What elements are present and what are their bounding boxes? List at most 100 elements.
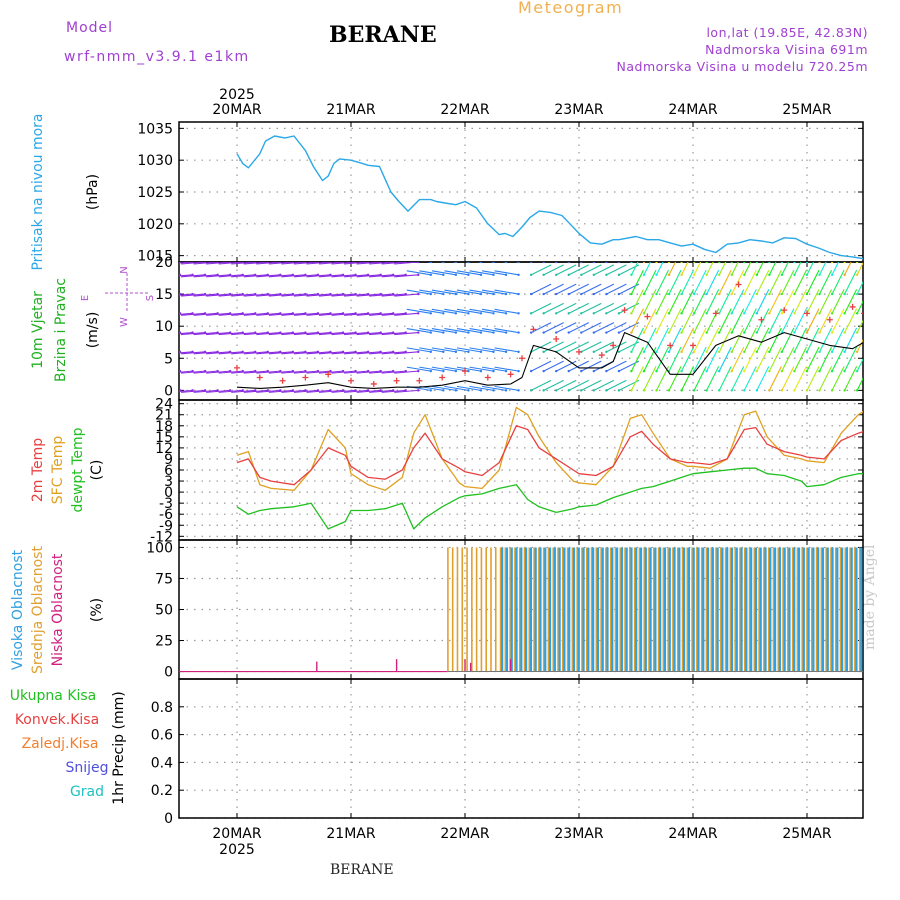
wind-arrow [743, 346, 757, 372]
panel-pressure: 1015 1020 1025 1030 1035 [137, 121, 864, 265]
gust-marker [393, 377, 400, 384]
wind-arrow [568, 322, 589, 334]
wind-arrow-head [743, 262, 746, 264]
wind-arrow [318, 351, 344, 355]
gust-marker [826, 316, 833, 323]
wind-arrow [781, 327, 795, 353]
wind-arrow [256, 389, 281, 393]
wind-arrow [381, 332, 406, 336]
wind-arrow-head [755, 369, 759, 373]
wind-arrow [293, 293, 318, 297]
gust-marker [644, 313, 651, 320]
wind-arrow [681, 269, 695, 295]
wind-arrow-head [818, 262, 821, 264]
wind-arrow-head [692, 292, 696, 296]
y-tick-label: 5 [164, 351, 173, 367]
y-tick-label: 0 [164, 811, 173, 827]
compass-rose-icon: N W E S [80, 266, 156, 327]
wind-arrow-head [442, 369, 445, 373]
wind-arrow-head [780, 292, 784, 296]
wind-arrow [643, 289, 657, 314]
wind-arrow [181, 389, 206, 393]
y-tick-label: 12 [155, 441, 173, 457]
wind-arrow-head [429, 292, 432, 296]
wind-arrow [469, 366, 494, 372]
wind-arrow [844, 262, 852, 276]
wind-arrow-head [830, 350, 834, 354]
wind-arrow-head [818, 312, 821, 315]
wind-arrow [731, 346, 745, 372]
wind-arrow [630, 289, 644, 314]
wind-arrow-head [442, 312, 445, 315]
precip-legend-item: Ukupna Kisa [10, 688, 97, 704]
wind-arrow-head [705, 262, 708, 264]
wind-arrow-head [429, 331, 432, 334]
wind-arrow [819, 262, 821, 263]
wind-arrow [870, 251, 882, 275]
wind-arrow-head [755, 389, 759, 392]
wind-arrow-head [617, 369, 621, 373]
wind-arrow-head [768, 331, 771, 334]
wind-arrow [718, 262, 727, 276]
wind-arrow-head [692, 273, 696, 277]
wind-arrow [268, 389, 293, 393]
wind-arrow [394, 332, 419, 336]
wind-arrow-head [743, 389, 746, 392]
wind-arrow-head [843, 369, 846, 373]
wind-arrow [369, 312, 394, 316]
wind-arrow-head [718, 389, 721, 392]
wind-arrow [494, 385, 519, 391]
wind-arrow [318, 370, 344, 374]
wind-arrow [530, 360, 552, 372]
precip-legend-item: Konvek.Kisa [15, 712, 99, 728]
wind-arrow-head [479, 331, 483, 334]
wind-arrow [631, 262, 633, 263]
wind-arrow-head [730, 273, 733, 277]
wind-arrow [281, 262, 306, 265]
wind-arrow-head [667, 292, 671, 296]
wind-arrow [318, 332, 344, 336]
wind-arrow [481, 270, 507, 276]
wind-arrow [568, 341, 589, 353]
wind-arrow-head [780, 389, 784, 392]
wind-arrow-head [417, 350, 420, 354]
wind-arrow [555, 302, 577, 314]
wind-arrow-head [479, 262, 483, 264]
wind-arrow-head [655, 292, 658, 296]
wind-arrow [643, 262, 645, 263]
precip-legend-item: Zaledj.Kisa [22, 736, 99, 752]
wind-arrow [593, 341, 615, 353]
wind-arrow-head [705, 273, 708, 277]
wind-arrow-head [605, 389, 608, 392]
wind-arrow-head [755, 262, 759, 264]
wind-arrow [318, 274, 344, 278]
wind-arrow [718, 269, 732, 295]
gust-marker [849, 303, 856, 310]
wind-arrow [231, 351, 256, 355]
wind-arrow-head [680, 262, 683, 264]
wind-arrow-head [692, 312, 696, 315]
wind-arrow [494, 347, 519, 353]
wind-arrow [256, 293, 281, 297]
wind-arrow [831, 346, 845, 372]
wind-arrow-head [479, 389, 483, 392]
wind-arrow [781, 262, 783, 263]
wind-arrow [706, 262, 714, 276]
wind-arrow [218, 370, 243, 374]
wind-arrow [819, 327, 833, 353]
y-tick-label: 0.8 [151, 700, 173, 716]
gust-marker [610, 342, 617, 349]
gust-marker [256, 374, 263, 381]
temp2m-line [236, 425, 863, 486]
wind-arrow-head [567, 331, 570, 334]
wind-arrow [731, 269, 745, 295]
wind-arrow [555, 322, 577, 334]
wind-arrow-head [680, 273, 683, 277]
wind-arrow [743, 327, 757, 353]
wind-arrow [406, 366, 431, 372]
wind-arrow-head [567, 312, 570, 315]
wind-arrow-head [592, 312, 596, 315]
wind-arrow [668, 269, 682, 295]
wind-arrow [394, 293, 419, 297]
